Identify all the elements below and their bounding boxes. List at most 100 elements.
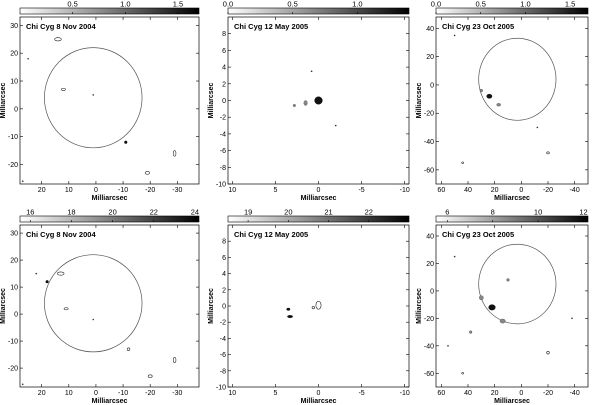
y-tick-label: 2 xyxy=(222,81,226,88)
x-tick-label: 60 xyxy=(437,187,445,194)
y-tick-label: 6 xyxy=(222,255,226,262)
colorbar-tick-label: 1.0 xyxy=(520,0,530,9)
x-tick-label: 60 xyxy=(437,390,445,397)
colorbar-tick-label: 0.0 xyxy=(223,0,233,9)
x-tick-label: 20 xyxy=(38,187,46,194)
y-tick-label: -8 xyxy=(220,165,226,172)
panel-title: Chi Cyg 8 Nov 2004 xyxy=(26,22,96,31)
maser-spot xyxy=(147,374,153,378)
panel-title: Chi Cyg 8 Nov 2004 xyxy=(26,230,96,239)
x-tick-label: 0 xyxy=(94,187,98,194)
colorbar-gradient xyxy=(227,215,410,223)
y-tick-label: 0 xyxy=(222,98,226,105)
maser-spot xyxy=(35,272,38,275)
maser-spot xyxy=(172,150,177,157)
y-tick-label: -20 xyxy=(424,111,434,118)
x-axis-label: Milliarcsec xyxy=(301,195,337,202)
maser-spot xyxy=(172,356,177,363)
y-tick-label: 20 xyxy=(10,51,18,58)
colorbar-tick-label: 20 xyxy=(108,208,116,217)
colorbar-tick-label: 0.5 xyxy=(475,0,485,9)
y-tick-label: -20 xyxy=(8,366,18,373)
x-axis-label: Milliarcsec xyxy=(301,398,337,405)
maser-spot xyxy=(21,180,24,183)
maser-spot xyxy=(496,103,501,107)
x-tick-label: 20 xyxy=(491,187,499,194)
colorbar-tick-label: 1.5 xyxy=(565,0,575,9)
colorbar: 19 20 21 22 xyxy=(227,208,410,223)
maser-spot xyxy=(303,100,308,106)
stellar-disc-circle xyxy=(478,243,557,325)
y-tick-label: -10 xyxy=(8,339,18,346)
x-tick-label: -20 xyxy=(145,187,155,194)
colorbar: 0.5 1.0 1.5 xyxy=(19,0,200,15)
colorbar-gradient xyxy=(227,7,410,15)
maser-spot xyxy=(546,151,550,155)
x-tick-label: 0 xyxy=(317,390,321,397)
maser-spot xyxy=(486,93,493,99)
plot-frame xyxy=(19,224,200,388)
maser-spot xyxy=(461,372,464,375)
maser-spot xyxy=(287,315,293,318)
y-axis-label: Milliarcsec xyxy=(208,82,215,118)
maser-spot xyxy=(499,318,506,324)
colorbar: 0.0 0.5 1.0 1.5 xyxy=(431,0,589,15)
maser-spot xyxy=(45,280,49,284)
colorbar-tick-label: 18 xyxy=(67,208,75,217)
maser-spot xyxy=(124,140,128,144)
maser-spot xyxy=(488,304,496,311)
colorbar-tick-label: 1.0 xyxy=(352,0,362,9)
colorbar-tick-label: 20 xyxy=(284,208,292,217)
colorbar: 0.0 0.5 1.0 xyxy=(223,0,410,15)
colorbar-gradient xyxy=(435,215,589,223)
y-tick-label: -60 xyxy=(424,371,434,378)
y-tick-label: -40 xyxy=(424,139,434,146)
colorbar-gradient xyxy=(19,215,200,223)
x-tick-label: 0 xyxy=(519,187,523,194)
maser-spot xyxy=(571,317,573,320)
x-tick-label: 20 xyxy=(491,390,499,397)
x-axis-label: Milliarcsec xyxy=(92,398,128,405)
colorbar-tick-label: 22 xyxy=(365,208,373,217)
panel-title: Chi Cyg 12 May 2005 xyxy=(234,230,308,239)
panel-1: 0.5 1.0 1.5 20 10 0 -10 -20 -30 30 20 10 0 -10 -20 Mill… xyxy=(0,0,200,202)
y-tick-label: 4 xyxy=(222,271,226,278)
y-tick-label: -10 xyxy=(8,134,18,141)
maser-spot xyxy=(453,255,456,258)
colorbar-tick-label: 21 xyxy=(324,208,332,217)
stellar-disc-circle xyxy=(44,47,143,149)
y-tick-label: 20 xyxy=(426,261,434,268)
maser-spot xyxy=(447,345,449,347)
x-tick-label: -40 xyxy=(570,187,580,194)
x-tick-label: -20 xyxy=(543,390,553,397)
colorbar-tick-label: 12 xyxy=(579,208,587,217)
maser-spot xyxy=(145,171,150,175)
y-tick-label: -10 xyxy=(216,385,226,392)
panel-title: Chi Cyg 23 Oct 2005 xyxy=(442,22,514,31)
y-tick-label: 10 xyxy=(10,79,18,86)
y-tick-label: -40 xyxy=(424,343,434,350)
x-tick-label: 40 xyxy=(464,390,472,397)
y-tick-label: -6 xyxy=(220,352,226,359)
maser-spot xyxy=(334,124,337,127)
y-tick-label: 20 xyxy=(426,54,434,61)
y-tick-label: 8 xyxy=(222,239,226,246)
colorbar-tick-label: 19 xyxy=(244,208,252,217)
y-tick-label: 40 xyxy=(426,233,434,240)
y-tick-label: 2 xyxy=(222,287,226,294)
y-tick-label: 30 xyxy=(10,23,18,30)
x-tick-label: -10 xyxy=(400,390,410,397)
maser-spot xyxy=(61,87,66,91)
y-tick-label: 4 xyxy=(222,65,226,72)
x-tick-label: 10 xyxy=(65,187,73,194)
y-tick-label: 0 xyxy=(222,304,226,311)
maser-spot xyxy=(314,96,323,105)
maser-spot xyxy=(315,300,322,310)
x-tick-label: 5 xyxy=(273,187,277,194)
maser-spot xyxy=(479,295,484,301)
panel-2: 0.0 0.5 1.0 10 5 0 -5 -10 8 6 4 2 0 -2 -4 -6 -8 -10 Millia… xyxy=(208,0,410,202)
y-tick-label: 30 xyxy=(10,231,18,238)
maser-spot xyxy=(126,347,131,351)
y-tick-label: -20 xyxy=(8,162,18,169)
